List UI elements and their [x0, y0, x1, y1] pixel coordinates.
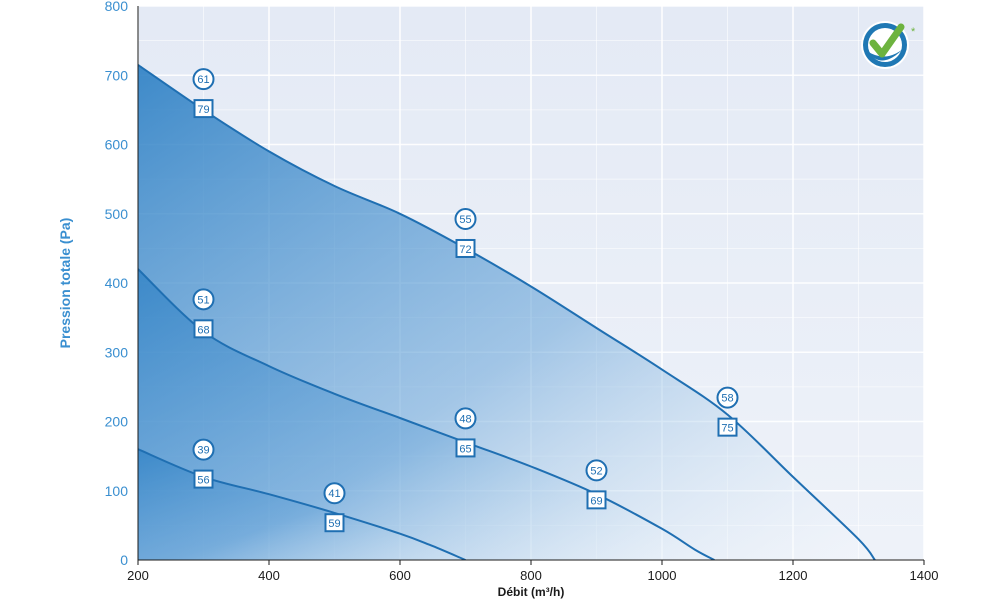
marker-square-value: 69	[590, 495, 602, 507]
annotation-marker: 48 65	[454, 407, 477, 458]
annotation-marker: 39 56	[192, 438, 215, 489]
gridlines	[137, 5, 925, 561]
marker-circle	[716, 386, 739, 409]
x-tick-label: 800	[520, 568, 542, 583]
marker-square-value: 72	[459, 244, 471, 256]
y-tick-label: 700	[105, 67, 129, 83]
annotation-marker: 52 69	[585, 459, 608, 510]
marker-square	[193, 99, 214, 119]
marker-square	[193, 469, 214, 489]
y-tick-label: 600	[105, 137, 129, 153]
marker-square	[324, 513, 345, 533]
marker-square	[455, 238, 476, 258]
logo-check	[869, 23, 905, 58]
marker-square-value: 68	[197, 324, 209, 336]
y-tick-label: 200	[105, 414, 129, 430]
logo-asterisk: *	[911, 26, 916, 38]
marker-circle-value: 52	[590, 465, 602, 477]
marker-square-value: 75	[721, 423, 733, 435]
marker-square	[717, 417, 738, 437]
marker-square	[193, 319, 214, 339]
marker-circle	[323, 482, 346, 505]
logo-swoosh	[867, 49, 903, 61]
x-tick-label: 400	[258, 568, 280, 583]
x-tick-label: 200	[127, 568, 149, 583]
marker-circle-value: 48	[459, 413, 471, 425]
marker-square-value: 59	[328, 518, 340, 530]
marker-square	[586, 490, 607, 510]
x-tick-label: 600	[389, 568, 411, 583]
marker-circle	[585, 459, 608, 482]
area-band-2	[138, 269, 715, 560]
marker-circle-value: 39	[197, 445, 209, 457]
annotation-marker: 41 59	[323, 482, 346, 533]
area-band-3	[138, 449, 466, 560]
y-tick-label: 800	[105, 0, 129, 14]
marker-square-value: 79	[197, 104, 209, 116]
y-tick-label: 0	[120, 552, 128, 568]
annotation-marker: 61 79	[192, 68, 215, 119]
marker-square-value: 56	[197, 475, 209, 487]
check-badge-icon: *	[861, 21, 916, 69]
area-bands	[138, 64, 875, 560]
axes: 200 400 600 800 1000 1200 1400 0 100 200 300 400 500…	[105, 0, 939, 583]
marker-square	[455, 438, 476, 458]
y-tick-label: 300	[105, 344, 129, 360]
x-axis-label: Débit (m³/h)	[498, 585, 565, 599]
y-tick-label: 100	[105, 483, 129, 499]
curve-line-1	[138, 64, 876, 560]
marker-circle-value: 58	[721, 393, 733, 405]
marker-circle	[192, 438, 215, 461]
marker-circle-value: 55	[459, 214, 471, 226]
marker-circle-value: 51	[197, 294, 209, 306]
marker-square-value: 65	[459, 443, 471, 455]
marker-circle	[454, 407, 477, 430]
x-tick-label: 1000	[648, 568, 677, 583]
annotation-marker: 51 68	[192, 288, 215, 339]
marker-circle-value: 61	[197, 74, 209, 86]
annotation-markers: 61 79 55 72 58 75 51 68 48 65 52 69 39 56 41 59	[192, 68, 739, 533]
y-tick-label: 500	[105, 206, 129, 222]
marker-circle	[192, 288, 215, 311]
y-axis-label: Pression totale (Pa)	[57, 218, 73, 349]
marker-circle	[454, 207, 477, 230]
x-tick-label: 1200	[779, 568, 808, 583]
marker-circle-value: 41	[328, 488, 340, 500]
x-tick-label: 1400	[910, 568, 939, 583]
annotation-marker: 55 72	[454, 207, 477, 258]
marker-circle	[192, 68, 215, 91]
annotation-marker: 58 75	[716, 386, 739, 437]
y-tick-label: 400	[105, 275, 129, 291]
